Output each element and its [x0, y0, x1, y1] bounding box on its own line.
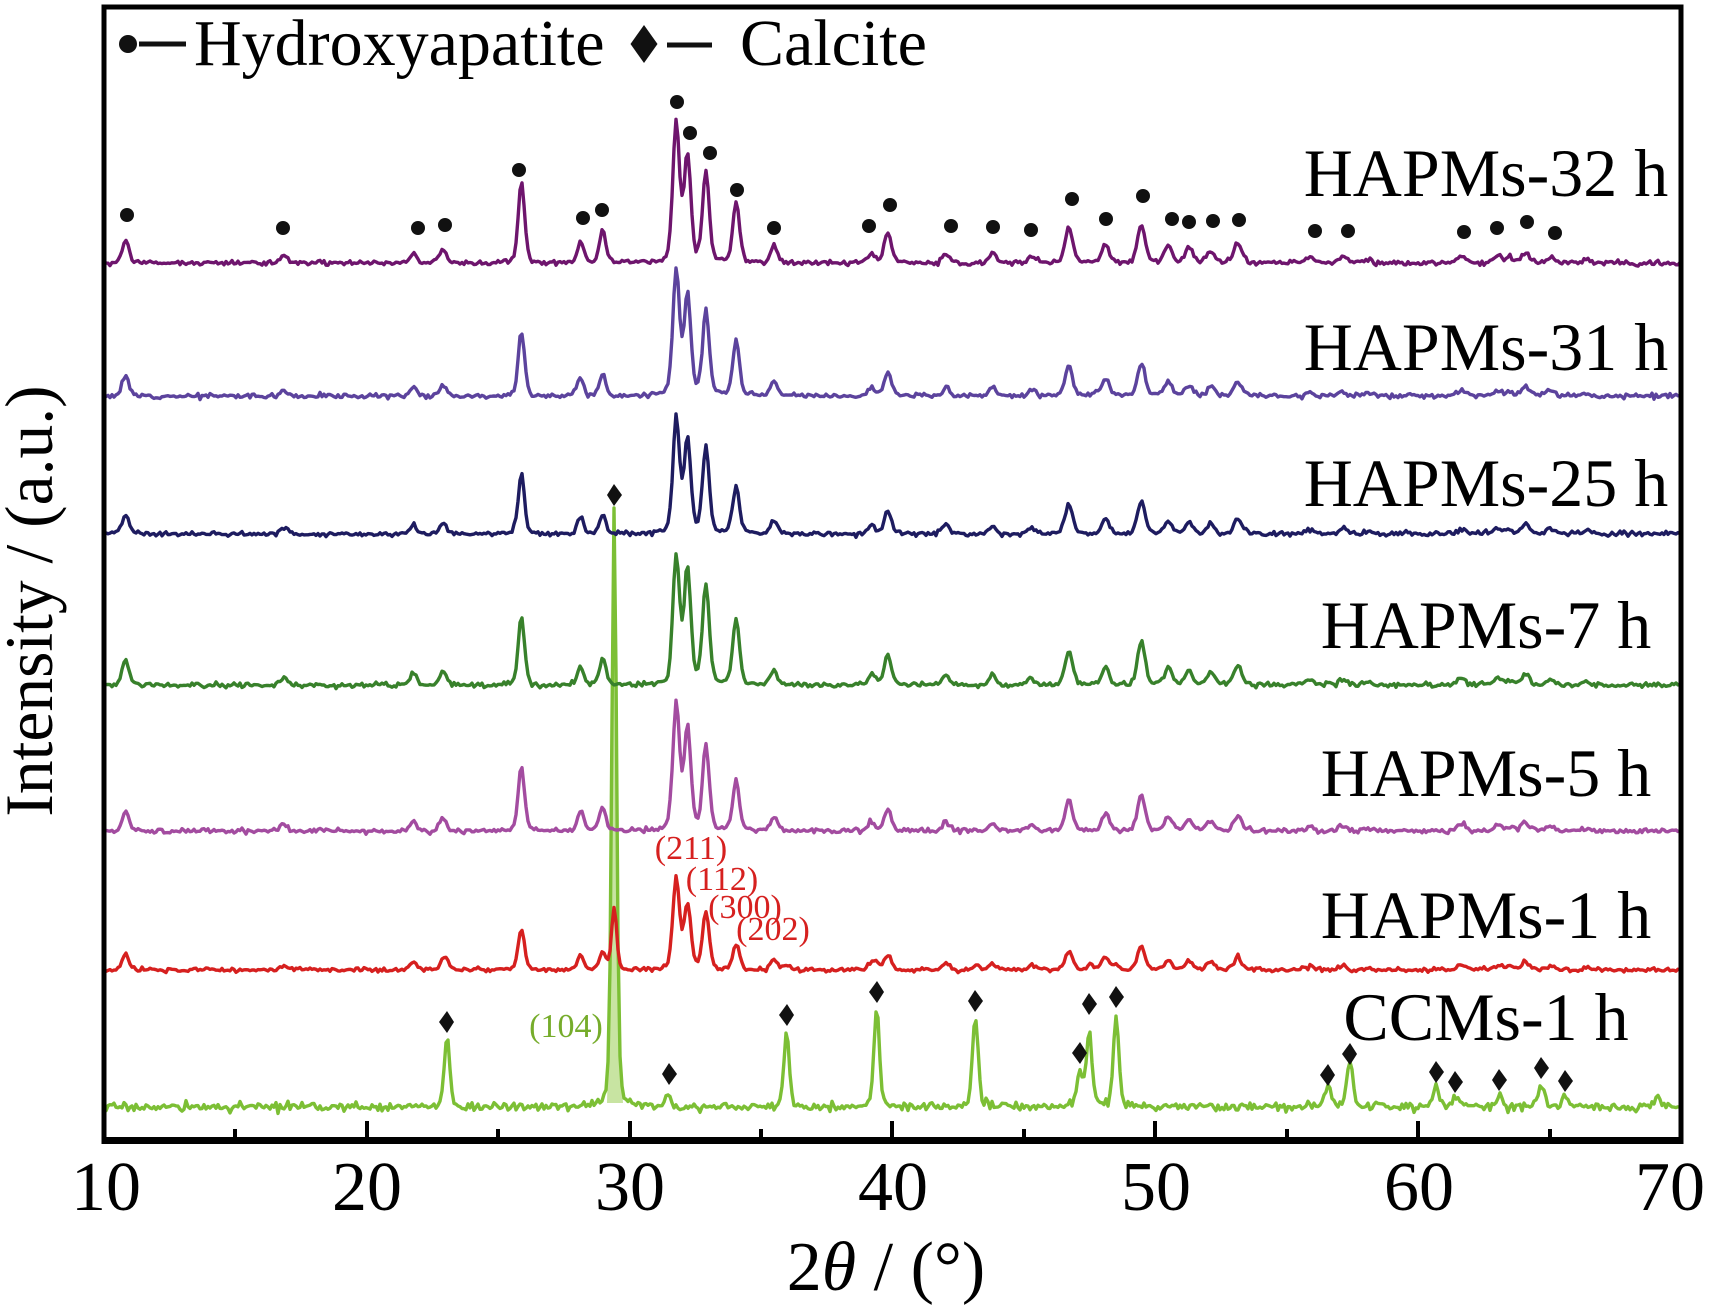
svg-text:HAPMs-1 h: HAPMs-1 h [1321, 877, 1652, 953]
svg-text:HAPMs-32 h: HAPMs-32 h [1304, 135, 1669, 211]
svg-text:30: 30 [595, 1149, 665, 1226]
svg-text:(300): (300) [708, 889, 782, 926]
svg-text:(211): (211) [655, 830, 727, 867]
svg-text:Hydroxyapatite: Hydroxyapatite [194, 7, 605, 80]
svg-text:20: 20 [332, 1149, 402, 1226]
svg-text:(202): (202) [736, 911, 810, 948]
svg-text:60: 60 [1384, 1149, 1454, 1226]
svg-text:HAPMs-25 h: HAPMs-25 h [1304, 445, 1669, 521]
svg-text:HAPMs-5 h: HAPMs-5 h [1321, 735, 1652, 811]
svg-text:(104): (104) [529, 1008, 603, 1045]
svg-text:HAPMs-7 h: HAPMs-7 h [1321, 587, 1652, 663]
svg-text:40: 40 [858, 1149, 928, 1226]
svg-text:10: 10 [71, 1149, 141, 1226]
svg-text:CCMs-1 h: CCMs-1 h [1343, 979, 1628, 1055]
svg-text:2θ / (°): 2θ / (°) [787, 1229, 985, 1306]
svg-text:50: 50 [1121, 1149, 1191, 1226]
svg-text:Intensity / (a.u.): Intensity / (a.u.) [0, 385, 67, 816]
svg-text:Calcite: Calcite [740, 7, 927, 80]
svg-text:HAPMs-31 h: HAPMs-31 h [1304, 309, 1669, 385]
svg-text:70: 70 [1635, 1149, 1705, 1226]
svg-text:(112): (112) [686, 861, 758, 898]
